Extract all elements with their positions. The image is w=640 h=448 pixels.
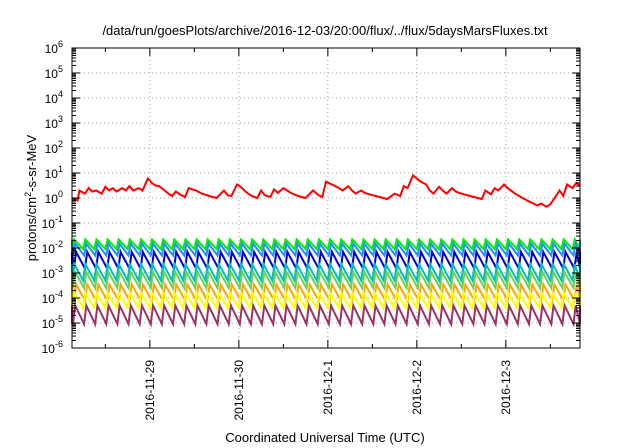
x-axis: 2016-11-29 2016-11-30 2016-12-1 2016-12-2 20… [104, 48, 551, 421]
y-tick-label: 10-4 [42, 289, 63, 306]
x-tick-label: 2016-12-2 [410, 360, 424, 415]
y-tick-label: 106 [45, 39, 63, 56]
y-tick-label: 104 [45, 89, 63, 106]
x-tick-label: 2016-12-3 [499, 360, 513, 415]
band-series-5 [71, 268, 581, 292]
x-tick-label: 2016-11-30 [232, 360, 246, 421]
chart-title: /data/run/goesPlots/archive/2016-12-03/2… [102, 23, 548, 38]
y-tick-label: 101 [45, 164, 63, 181]
y-tick-label: 100 [45, 189, 63, 206]
band-series-1 [71, 236, 581, 252]
y-tick-label: 103 [45, 114, 63, 131]
x-tick-label: 2016-11-29 [143, 360, 157, 421]
y-axis: 10-6 10-5 10-4 10-3 10-2 10-1 100 101 102 103 104 1… [42, 39, 580, 356]
band-series-7 [71, 289, 581, 311]
band-series [71, 236, 581, 328]
y-tick-label: 10-2 [42, 239, 63, 256]
y-tick-label: 102 [45, 139, 63, 156]
y-axis-label: protons/cm2-s-sr-MeV [23, 134, 39, 261]
band-series-3 [71, 248, 581, 272]
band-series-4 [71, 260, 581, 284]
band-series-8 [71, 301, 581, 328]
band-series-2 [71, 239, 581, 258]
line-series [71, 173, 581, 208]
y-tick-label: 10-6 [42, 339, 63, 356]
y-tick-label: 105 [45, 64, 63, 81]
y-tick-label: 10-1 [42, 214, 63, 231]
x-tick-label: 2016-12-1 [321, 360, 335, 415]
y-tick-label: 10-5 [42, 314, 63, 331]
x-axis-label: Coordinated Universal Time (UTC) [225, 430, 424, 445]
series-line-1 [71, 173, 581, 208]
y-tick-label: 10-3 [42, 264, 63, 281]
